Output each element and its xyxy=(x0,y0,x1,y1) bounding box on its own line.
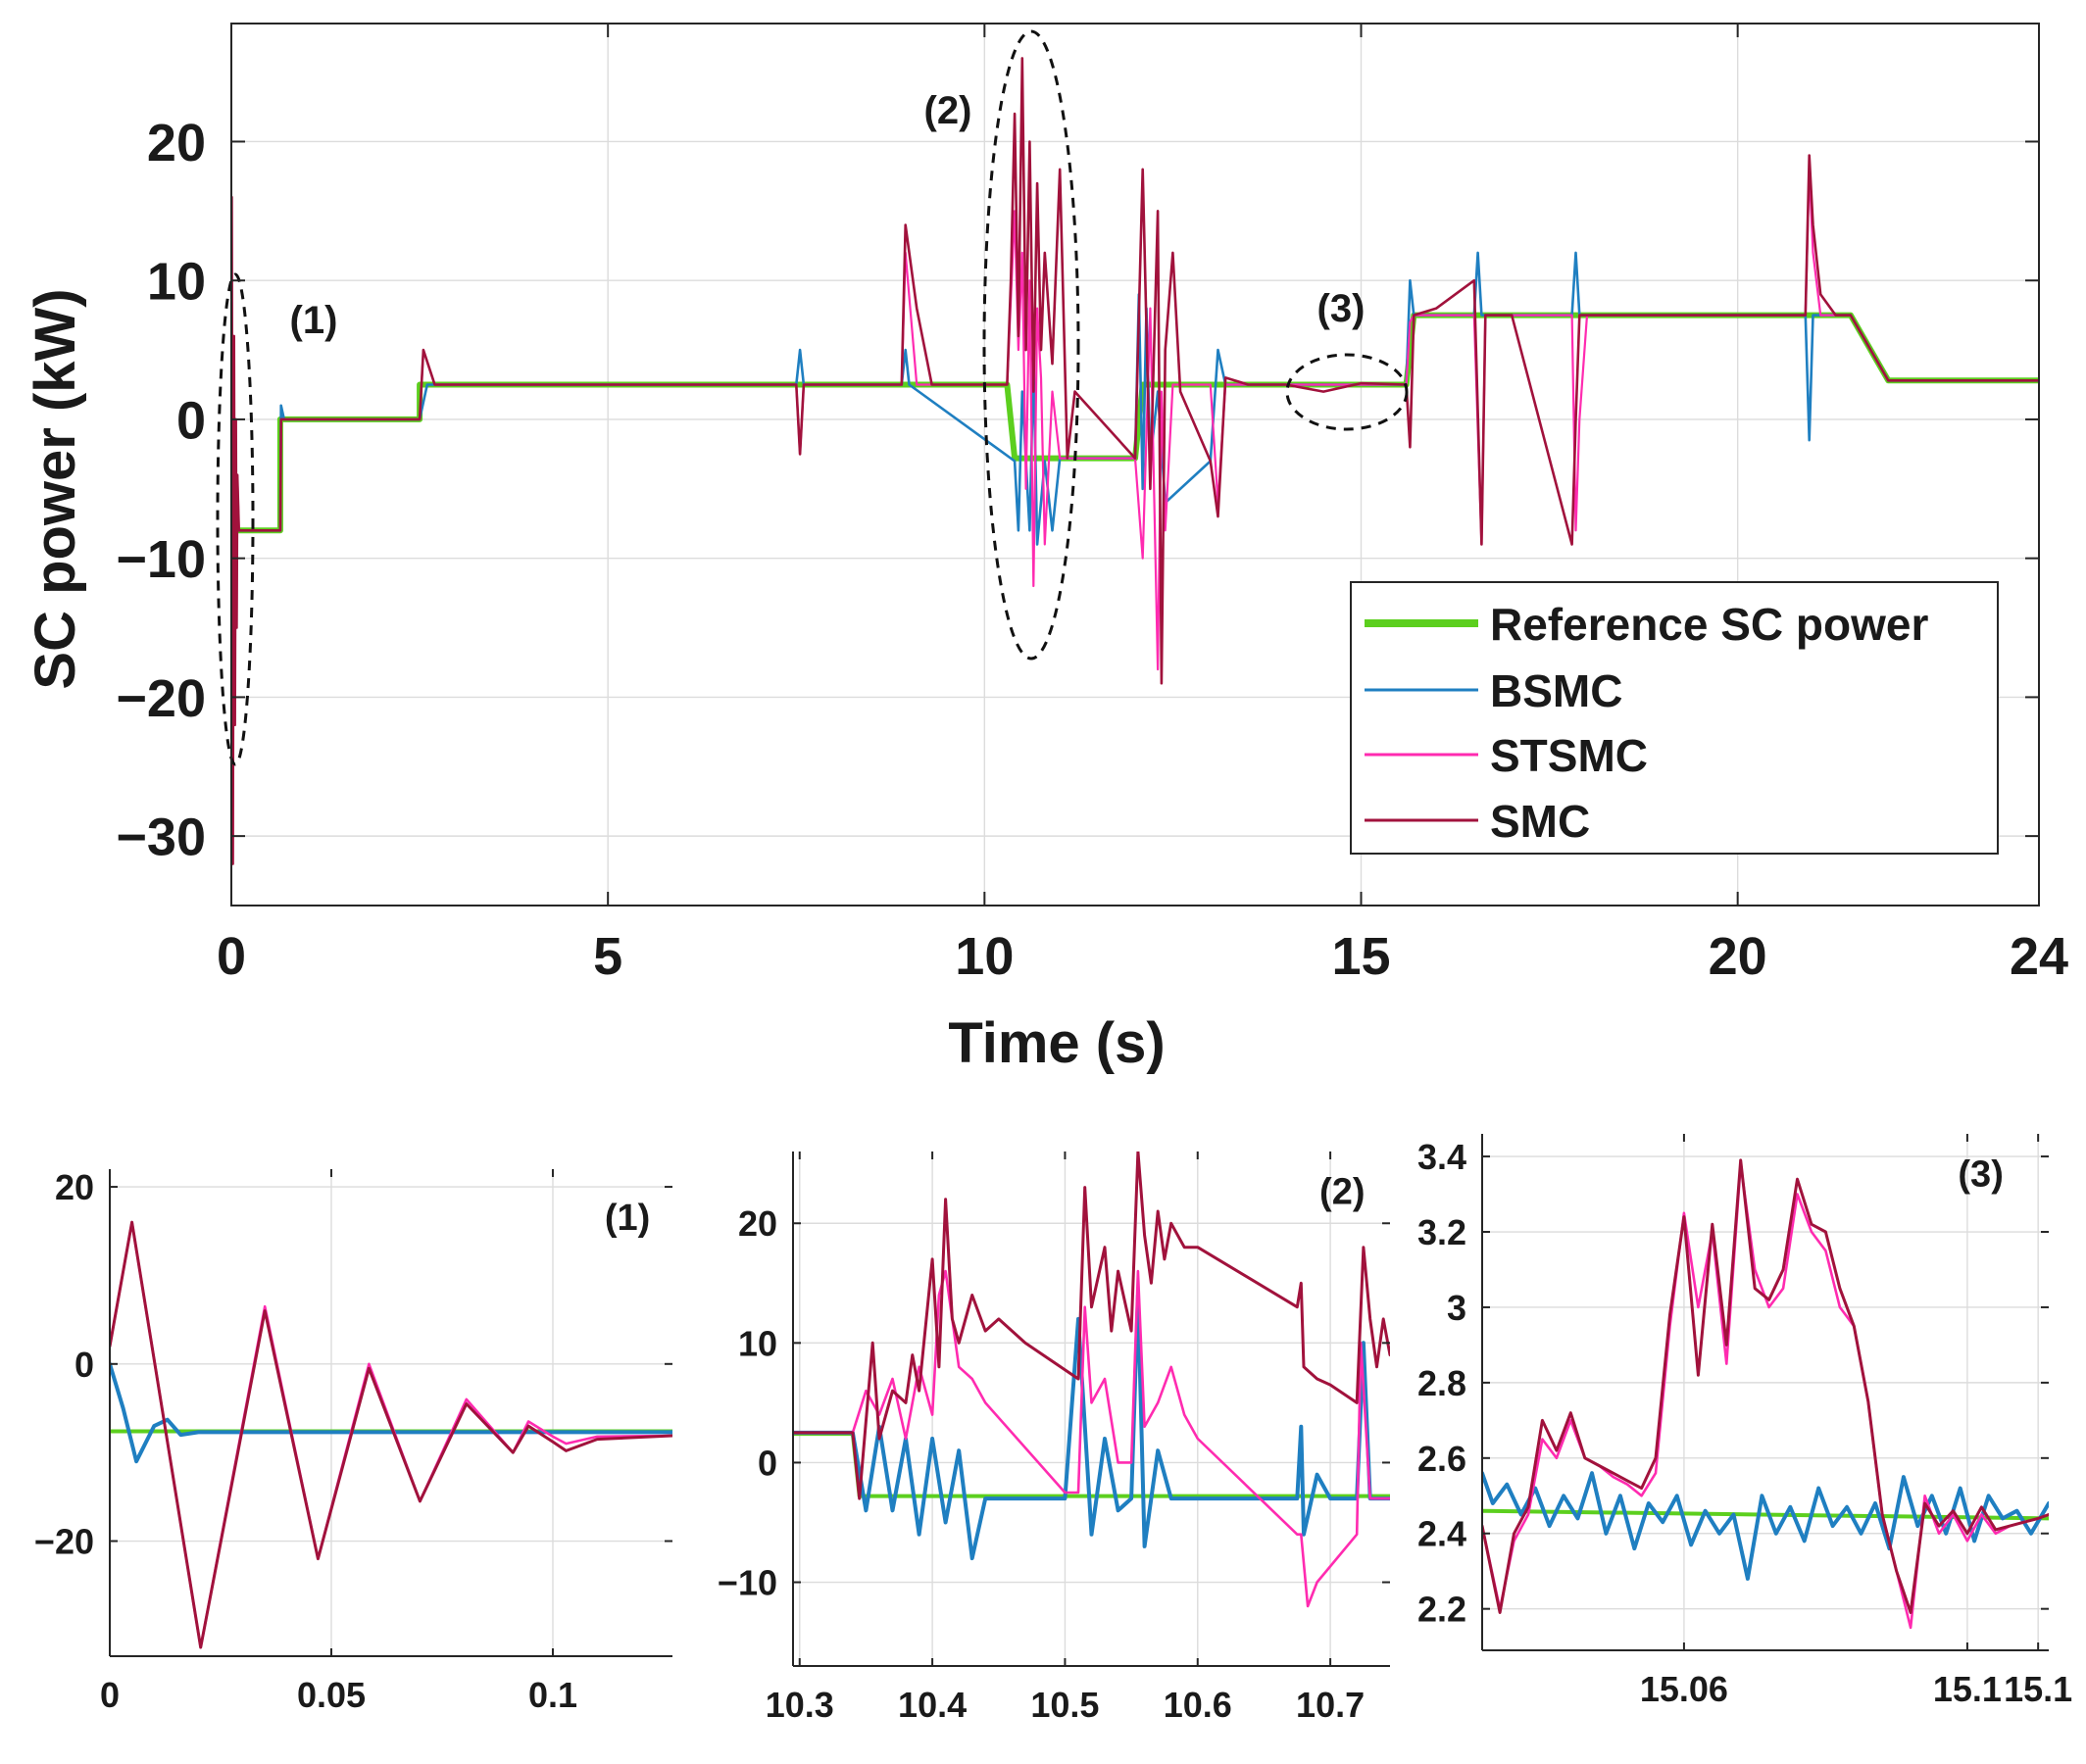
inset3-grid xyxy=(1482,1134,2049,1650)
inset3-series-reference xyxy=(1482,1508,2049,1521)
x-tick-label: 24 xyxy=(2010,927,2068,986)
inset-chart-1: 0 0.05 0.1 −20 0 20 (1) xyxy=(34,1167,672,1715)
inset-chart-2: 10.3 10.4 10.5 10.6 10.7 −10 0 10 20 (2) xyxy=(718,1152,1390,1725)
inset2-series-clip xyxy=(793,1152,1390,1608)
zoom-region-label-2: (2) xyxy=(924,89,972,132)
y-tick-label: 3.2 xyxy=(1417,1212,1466,1252)
inset3-series-group xyxy=(1482,1158,2049,1630)
inset1-series-smc xyxy=(110,1220,672,1649)
main-annotations: (1) (2) (3) xyxy=(216,29,1409,766)
main-series-smc xyxy=(231,57,2039,865)
x-tick-label: 10 xyxy=(955,927,1014,986)
x-tick-label: 15 xyxy=(1331,927,1390,986)
zoom-region-ellipse-1 xyxy=(216,272,255,766)
x-tick-label: 5 xyxy=(593,927,622,986)
zoom-region-ellipse-3 xyxy=(1285,353,1409,431)
y-tick-label: −10 xyxy=(718,1562,777,1602)
inset3-series-clip xyxy=(1482,1158,2049,1630)
y-tick-label: 0 xyxy=(176,391,206,450)
x-tick-label: 10.3 xyxy=(766,1685,834,1725)
legend: Reference SC power BSMC STSMC SMC xyxy=(1350,581,1999,855)
y-tick-label: 20 xyxy=(147,114,206,172)
y-tick-label: 10 xyxy=(147,253,206,312)
legend-label-smc: SMC xyxy=(1490,796,1590,847)
zoom-region-ellipse-2 xyxy=(982,29,1080,661)
x-tick-label: 0.05 xyxy=(297,1675,366,1715)
inset2-ticks: 10.3 10.4 10.5 10.6 10.7 −10 0 10 20 xyxy=(718,1152,1390,1725)
main-chart: (1) (2) (3) 0 5 10 15 20 24 −30 −20 −10 0 10 20 Time … xyxy=(24,23,2068,1075)
inset1-grid xyxy=(109,1169,672,1656)
zoom-region-label-3: (3) xyxy=(1317,287,1366,330)
y-tick-label: −30 xyxy=(116,808,206,867)
x-tick-label: 0 xyxy=(100,1675,120,1715)
inset1-series-clip xyxy=(110,1220,672,1649)
inset3-ticks: 15.06 15.1 15.1 2.2 2.4 2.6 2.8 3 3.2 3.4 xyxy=(1417,1134,2072,1709)
inset-chart-3: 15.06 15.1 15.1 2.2 2.4 2.6 2.8 3 3.2 3.4 (3) xyxy=(1417,1134,2072,1709)
y-tick-label: 2.2 xyxy=(1417,1590,1466,1630)
y-tick-label: 3 xyxy=(1447,1288,1466,1328)
main-series-clip xyxy=(231,57,2039,865)
y-tick-label: 20 xyxy=(738,1203,777,1244)
y-tick-label: 0 xyxy=(758,1443,777,1483)
zoom-region-label-1: (1) xyxy=(290,299,338,342)
inset1-series-group xyxy=(110,1220,672,1649)
legend-label-reference: Reference SC power xyxy=(1490,599,1928,650)
x-tick-label: 0 xyxy=(217,927,246,986)
x-tick-label: 15.1 xyxy=(2004,1669,2072,1709)
inset2-series-smc xyxy=(793,1152,1390,1500)
x-tick-label: 10.7 xyxy=(1296,1685,1365,1725)
y-tick-label: 3.4 xyxy=(1417,1137,1466,1177)
legend-box xyxy=(1350,581,1999,855)
main-x-axis-label: Time (s) xyxy=(948,1011,1165,1075)
x-tick-label: 0.1 xyxy=(528,1675,577,1715)
main-ticks: 0 5 10 15 20 24 −30 −20 −10 0 10 20 xyxy=(116,24,2068,986)
x-tick-label: 20 xyxy=(1709,927,1767,986)
y-tick-label: −20 xyxy=(34,1521,94,1561)
main-y-axis-label: SC power (kW) xyxy=(24,288,87,689)
main-series-group xyxy=(231,57,2039,865)
legend-label-bsmc: BSMC xyxy=(1490,665,1622,716)
inset1-region-label: (1) xyxy=(605,1198,650,1239)
x-tick-label: 15.06 xyxy=(1640,1669,1728,1709)
x-tick-label: 15.1 xyxy=(1933,1669,2002,1709)
inset1-ticks: 0 0.05 0.1 −20 0 20 xyxy=(34,1167,672,1715)
y-tick-label: −20 xyxy=(116,669,206,728)
inset2-grid xyxy=(793,1152,1390,1666)
y-tick-label: 2.4 xyxy=(1417,1514,1466,1554)
inset3-region-label: (3) xyxy=(1958,1154,2003,1196)
x-tick-label: 10.5 xyxy=(1030,1685,1099,1725)
y-tick-label: 2.6 xyxy=(1417,1439,1466,1479)
inset1-series-bsmc xyxy=(110,1361,672,1464)
x-tick-label: 10.6 xyxy=(1164,1685,1232,1725)
inset3-series-smc xyxy=(1482,1158,2049,1614)
inset1-series-stsmc xyxy=(110,1220,672,1649)
x-tick-label: 10.4 xyxy=(898,1685,967,1725)
y-tick-label: 20 xyxy=(55,1167,94,1207)
y-tick-label: 0 xyxy=(74,1345,94,1385)
y-tick-label: 2.8 xyxy=(1417,1363,1466,1403)
inset2-region-label: (2) xyxy=(1319,1172,1365,1213)
y-tick-label: 10 xyxy=(738,1323,777,1363)
inset3-series-stsmc xyxy=(1482,1162,2049,1630)
main-axes-frame xyxy=(230,23,2040,906)
inset2-series-group xyxy=(793,1152,1390,1608)
inset2-series-stsmc xyxy=(793,1269,1390,1608)
legend-label-stsmc: STSMC xyxy=(1490,730,1648,781)
y-tick-label: −10 xyxy=(116,530,206,589)
